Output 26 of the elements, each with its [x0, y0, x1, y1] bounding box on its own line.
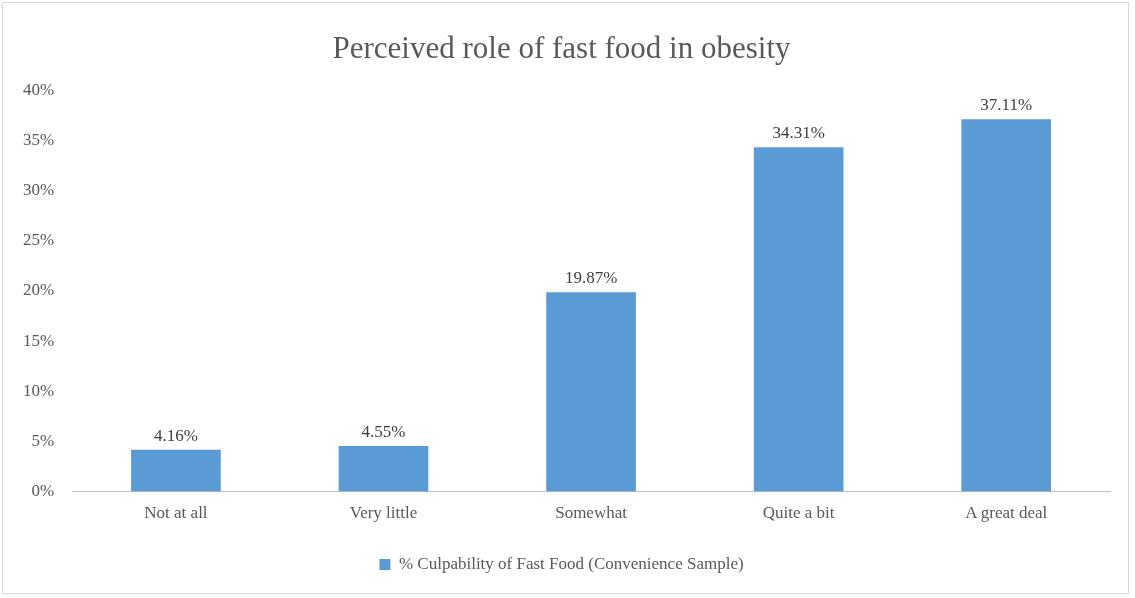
x-tick-label: Not at all: [144, 503, 208, 523]
y-tick-label: 5%: [31, 430, 55, 450]
x-tick-label: Very little: [349, 503, 418, 523]
data-label: 4.16%: [153, 425, 198, 445]
y-tick-label: 0%: [31, 481, 55, 501]
y-tick-label: 40%: [22, 79, 55, 99]
y-tick-label: 30%: [22, 180, 55, 200]
data-label: 4.55%: [361, 421, 406, 441]
y-tick-label: 25%: [22, 230, 55, 250]
y-tick-label: 10%: [22, 380, 55, 400]
x-tick-label: Quite a bit: [762, 503, 835, 523]
x-tick-label: A great deal: [965, 503, 1048, 523]
legend-label: % Culpability of Fast Food (Convenience Sample): [398, 553, 744, 573]
data-label: 37.11%: [980, 95, 1033, 115]
x-tick-label: Somewhat: [555, 503, 628, 523]
data-label: 34.31%: [772, 123, 825, 143]
y-tick-label: 35%: [22, 129, 55, 149]
y-tick-label: 20%: [22, 280, 55, 300]
data-label: 19.87%: [564, 268, 618, 288]
y-tick-label: 15%: [22, 330, 55, 350]
chart-title: Perceived role of fast food in obesity: [332, 29, 791, 65]
bar: [961, 119, 1052, 492]
bar: [338, 445, 429, 492]
bar: [546, 292, 636, 492]
bar: [753, 147, 844, 492]
bar: [131, 449, 221, 492]
